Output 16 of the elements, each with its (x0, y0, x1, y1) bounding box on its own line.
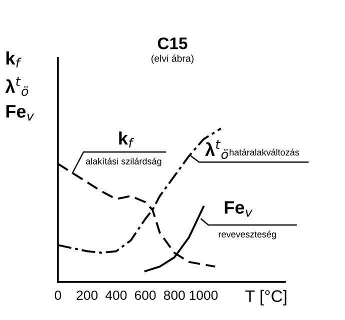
x-tick-label: 200 (76, 290, 98, 300)
x-tick-label: 800 (164, 290, 185, 300)
y-axis-title: k$_{f}$ λ$^{t}$$_{ö}$ Fe$_{v}$ (5, 51, 34, 121)
series-label: λ$^{t}$$_{ö}$ (205, 140, 228, 159)
chart-title: C15 (158, 37, 188, 50)
series-label: Fe$_{v}$ (224, 201, 253, 217)
chart-subtitle: (elvi ábra) (151, 54, 194, 64)
x-tick-label: 1000 (190, 290, 218, 300)
x-tick-label: 0 (54, 290, 62, 300)
annotation: reveveszteség (218, 230, 276, 240)
x-tick-label: 600 (134, 290, 156, 300)
annotation: határalakváltozás (230, 148, 300, 156)
annotation: alakítási szilárdság (86, 158, 162, 166)
x-tick-label: 400 (105, 290, 127, 300)
text: k$_{f}$ (119, 131, 134, 148)
x-axis-title: T [°C] (245, 290, 286, 306)
